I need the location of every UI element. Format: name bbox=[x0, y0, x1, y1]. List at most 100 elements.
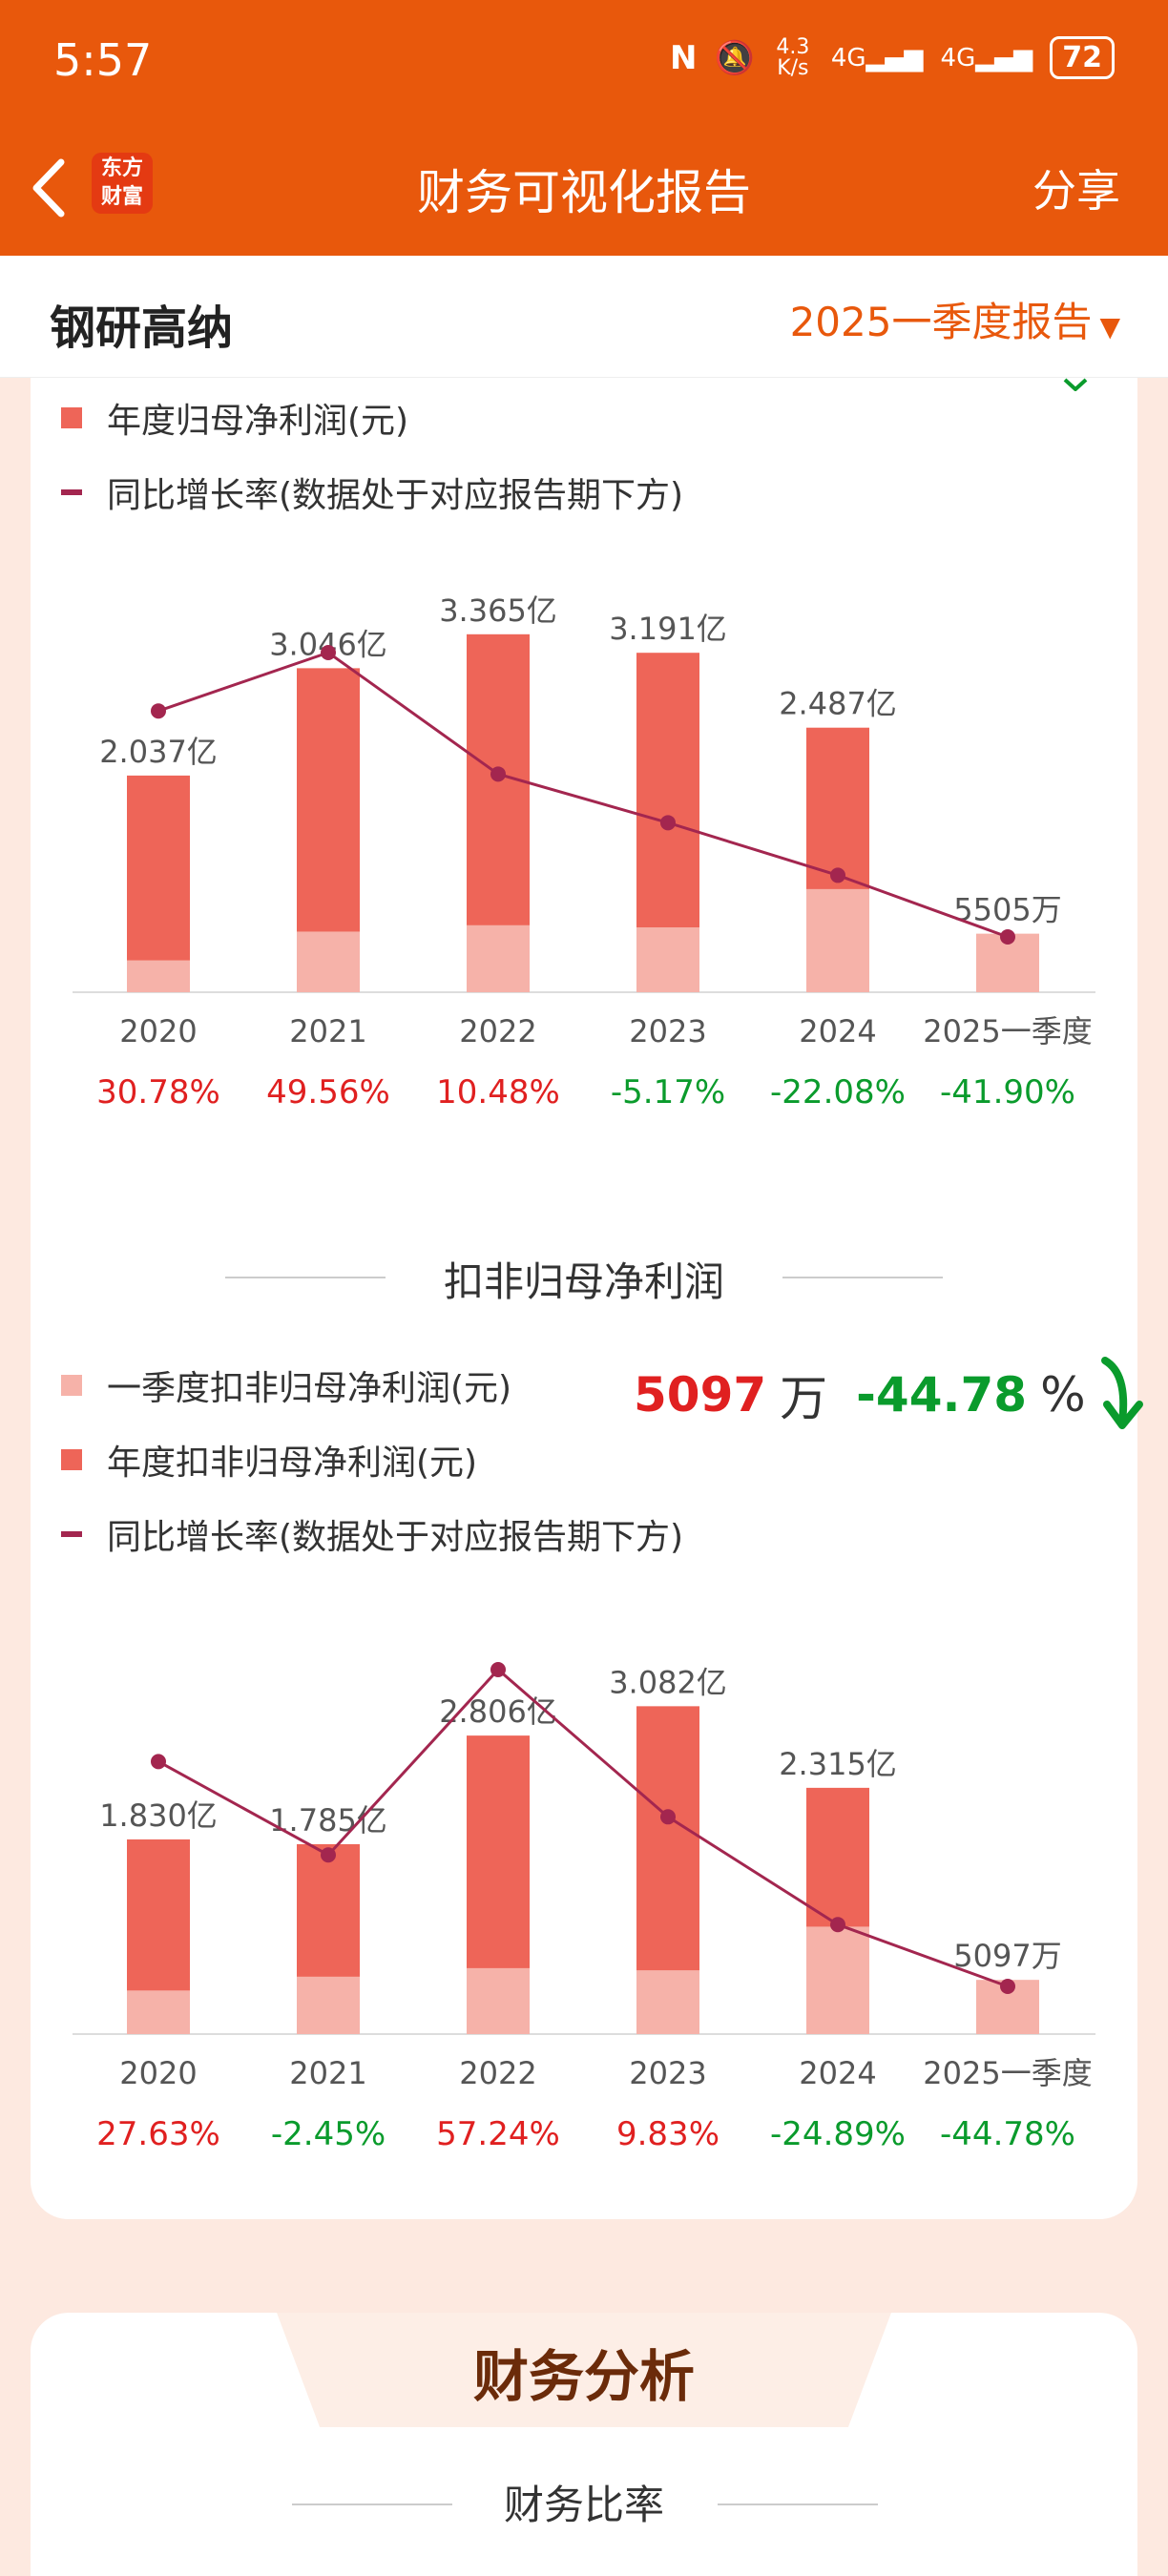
legend-swatch bbox=[61, 407, 82, 428]
status-time: 5:57 bbox=[53, 34, 153, 86]
signal-icon-2: 4G▂▄▆ bbox=[940, 43, 1033, 73]
bar-q1-2020 bbox=[127, 960, 190, 992]
net-profit-chart: 2.037亿202030.78%3.046亿202149.56%3.365亿20… bbox=[73, 592, 1095, 1111]
growth-rate-label: -41.90% bbox=[940, 1073, 1075, 1111]
x-tick-label: 2023 bbox=[629, 2055, 706, 2091]
bar-value-label: 2.037亿 bbox=[99, 734, 218, 770]
stock-name: 钢研高纳 bbox=[50, 301, 234, 355]
bar-q1-2024 bbox=[806, 1926, 869, 2034]
analysis-title: 财务分析 bbox=[472, 2344, 695, 2409]
growth-rate-label: 10.48% bbox=[436, 1073, 560, 1111]
legend-line-swatch bbox=[61, 489, 82, 495]
x-tick-label: 2021 bbox=[289, 1013, 366, 1049]
back-arrow-icon[interactable] bbox=[25, 155, 82, 221]
bar-q1-2020 bbox=[127, 1990, 190, 2034]
bar-q1-2021 bbox=[297, 931, 360, 992]
x-tick-label: 2020 bbox=[119, 2055, 197, 2091]
growth-point-2023 bbox=[660, 815, 676, 831]
summary-growth: -44.78 bbox=[856, 1367, 1028, 1423]
growth-rate-line bbox=[157, 651, 1009, 939]
bar-q1-2022 bbox=[467, 924, 530, 992]
bar-value-label: 3.191亿 bbox=[609, 611, 727, 647]
growth-rate-label: 57.24% bbox=[436, 2115, 560, 2153]
growth-rate-label: 49.56% bbox=[266, 1073, 390, 1111]
growth-point-2024 bbox=[830, 867, 845, 883]
down-arrow-icon bbox=[1100, 1357, 1143, 1429]
growth-rate-label: -24.89% bbox=[770, 2115, 906, 2153]
legend-label: 同比增长率(数据处于对应报告期下方) bbox=[107, 476, 684, 515]
network-speed: 4.3 K/s bbox=[776, 34, 810, 80]
bar-value-label: 5097万 bbox=[953, 1938, 1061, 1974]
bar-q1-2022 bbox=[467, 1967, 530, 2034]
report-period-value: 2025一季度报告 bbox=[789, 299, 1093, 345]
mute-icon: 🔕 bbox=[714, 38, 755, 77]
growth-point-2025一季度 bbox=[1000, 929, 1015, 945]
network-type-2: 4G bbox=[940, 43, 976, 73]
status-bar: 5:57 N 🔕 4.3 K/s 4G▂▄▆ 4G▂▄▆ 72 bbox=[0, 0, 1168, 122]
growth-rate-label: 9.83% bbox=[616, 2115, 720, 2153]
x-tick-label: 2025一季度 bbox=[923, 1013, 1092, 1049]
growth-point-2025一季度 bbox=[1000, 1979, 1015, 1994]
bar-value-label: 2.487亿 bbox=[779, 686, 897, 722]
x-tick-label: 2022 bbox=[459, 1013, 536, 1049]
logo-text-top: 东方 bbox=[100, 156, 143, 180]
legend-swatch bbox=[61, 1375, 82, 1396]
status-icons: N 🔕 4.3 K/s 4G▂▄▆ 4G▂▄▆ 72 bbox=[670, 36, 1115, 79]
x-tick-label: 2024 bbox=[799, 2055, 876, 2091]
ratio-section-title: 财务比率 bbox=[503, 2482, 664, 2528]
legend-label: 年度扣非归母净利润(元) bbox=[107, 1444, 478, 1483]
growth-point-2023 bbox=[660, 1809, 676, 1825]
signal-icon-1: 4G▂▄▆ bbox=[830, 43, 924, 73]
legend-label: 一季度扣非归母净利润(元) bbox=[107, 1369, 512, 1408]
growth-rate-label: 30.78% bbox=[96, 1073, 220, 1111]
growth-point-2020 bbox=[151, 703, 166, 719]
divider-right bbox=[782, 1277, 943, 1278]
caret-down-icon: ▼ bbox=[1099, 311, 1120, 343]
legend-label: 同比增长率(数据处于对应报告期下方) bbox=[107, 1518, 684, 1557]
x-tick-label: 2023 bbox=[629, 1013, 706, 1049]
legend-q1-deducted-profit: 一季度扣非归母净利润(元) bbox=[61, 1361, 511, 1410]
page-title: 财务可视化报告 bbox=[417, 165, 751, 220]
x-tick-label: 2024 bbox=[799, 1013, 876, 1049]
network-type-1: 4G bbox=[830, 43, 866, 73]
x-tick-label: 2020 bbox=[119, 1013, 197, 1049]
down-arrow-icon-partial bbox=[1063, 378, 1088, 391]
growth-point-2021 bbox=[321, 645, 336, 660]
summary-growth-unit: % bbox=[1040, 1367, 1086, 1423]
analysis-tab-header bbox=[277, 2313, 891, 2427]
logo-text-bottom: 财富 bbox=[100, 185, 143, 209]
bar-value-label: 3.365亿 bbox=[439, 592, 557, 629]
growth-rate-label: -5.17% bbox=[611, 1073, 725, 1111]
legend-growth-rate-2: 同比增长率(数据处于对应报告期下方) bbox=[61, 1509, 683, 1559]
legend-swatch bbox=[61, 1449, 82, 1470]
growth-point-2022 bbox=[490, 766, 506, 782]
growth-point-2022 bbox=[490, 1662, 506, 1677]
profit-card bbox=[31, 378, 1137, 2219]
growth-rate-label: -22.08% bbox=[770, 1073, 906, 1111]
bar-q1-2021 bbox=[297, 1976, 360, 2034]
stock-header: 钢研高纳 2025一季度报告 ▼ bbox=[0, 256, 1168, 378]
report-period-dropdown[interactable]: 2025一季度报告 ▼ bbox=[790, 290, 1120, 348]
battery-level: 72 bbox=[1062, 41, 1102, 74]
legend-label: 年度归母净利润(元) bbox=[107, 402, 409, 441]
legend-annual-profit: 年度归母净利润(元) bbox=[61, 393, 408, 443]
bar-value-label: 1.830亿 bbox=[99, 1797, 218, 1834]
growth-point-2024 bbox=[830, 1917, 845, 1933]
x-tick-label: 2022 bbox=[459, 2055, 536, 2091]
growth-point-2021 bbox=[321, 1847, 336, 1863]
bar-q1-2023 bbox=[636, 1970, 699, 2034]
bar-value-label: 2.315亿 bbox=[779, 1746, 897, 1782]
q1-summary: 5097 万 -44.78 % bbox=[634, 1355, 1149, 1435]
growth-rate-label: -44.78% bbox=[940, 2115, 1075, 2153]
section-title: 扣非归母净利润 bbox=[443, 1258, 724, 1305]
growth-rate-label: 27.63% bbox=[96, 2115, 220, 2153]
growth-rate-line bbox=[157, 1667, 1009, 1988]
share-button[interactable]: 分享 bbox=[1032, 165, 1120, 217]
summary-value: 5097 bbox=[634, 1367, 767, 1423]
growth-rate-label: -2.45% bbox=[271, 2115, 386, 2153]
eastmoney-logo: 东方 财富 bbox=[92, 153, 153, 214]
bar-annual-2020 bbox=[127, 775, 190, 992]
x-tick-label: 2025一季度 bbox=[923, 2055, 1092, 2091]
bar-value-label: 3.082亿 bbox=[609, 1664, 727, 1700]
legend-growth-rate: 同比增长率(数据处于对应报告期下方) bbox=[61, 467, 683, 517]
